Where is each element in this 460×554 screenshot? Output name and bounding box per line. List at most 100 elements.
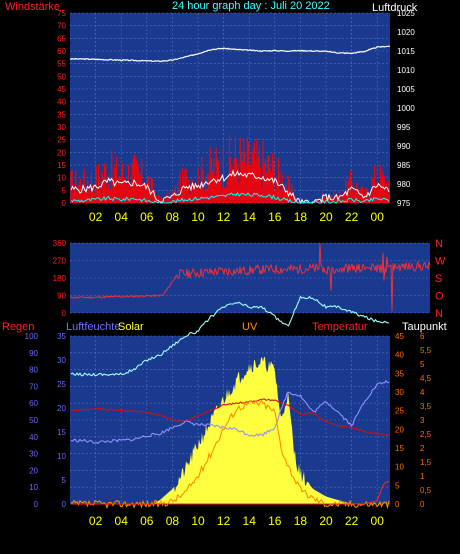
uv-tick-label: 6 [420, 332, 425, 341]
feuchte-tick-label: 25 [57, 380, 66, 389]
pressure-tick-label: 980 [397, 180, 411, 189]
legend-regen: Regen [2, 321, 34, 333]
temperature-line [70, 398, 390, 436]
hour-tick-label: 08 [166, 210, 180, 224]
pressure-line [69, 45, 391, 63]
regen-tick-label: 60 [29, 399, 38, 408]
pressure-tick-label: 995 [397, 123, 411, 132]
regen-tick-label: 80 [29, 366, 38, 375]
compass-tick-label: N [435, 238, 443, 250]
direction-line [69, 243, 431, 312]
wind-tick-label: 15 [57, 161, 66, 170]
wind-tick-label: 60 [57, 47, 66, 56]
hour-tick-label: 10 [191, 210, 205, 224]
chart-title: 24 hour graph day : Juli 20 2022 [172, 0, 330, 12]
uv-tick-label: 1 [420, 472, 425, 481]
pressure-tick-label: 1000 [397, 104, 415, 113]
regen-tick-label: 30 [29, 450, 38, 459]
plot1-area [70, 13, 390, 203]
regen-tick-label: 10 [29, 483, 38, 492]
feuchte-tick-label: 35 [57, 332, 66, 341]
direction-tick-label: 90 [57, 292, 66, 301]
solar-area [70, 356, 390, 504]
wind-tick-label: 35 [57, 110, 66, 119]
pressure-tick-label: 990 [397, 142, 411, 151]
temp-tick-label: 20 [395, 425, 404, 434]
hour-tick-label: 16 [268, 210, 282, 224]
regen-tick-label: 0 [34, 500, 39, 509]
hour-tick-label: 22 [345, 514, 359, 528]
hour-tick-label: 12 [217, 210, 231, 224]
hour-tick-label: 06 [140, 210, 154, 224]
temp-tick-label: 0 [395, 500, 400, 509]
direction-tick-label: 270 [53, 257, 67, 266]
temp-tick-label: 15 [395, 444, 404, 453]
hour-tick-label: 04 [115, 514, 129, 528]
hour-tick-label: 12 [217, 514, 231, 528]
hour-tick-label: 10 [191, 514, 205, 528]
feuchte-tick-label: 5 [62, 476, 67, 485]
temp-tick-label: 30 [395, 388, 404, 397]
temp-tick-label: 5 [395, 481, 400, 490]
uv-tick-label: 3 [420, 416, 425, 425]
wind-tick-label: 20 [57, 148, 66, 157]
legend-temperatur: Temperatur [312, 321, 368, 333]
hour-tick-label: 00 [371, 210, 385, 224]
wind-tick-label: 65 [57, 34, 66, 43]
uv-tick-label: 5,5 [420, 346, 432, 355]
pressure-tick-label: 1015 [397, 47, 415, 56]
hour-tick-label: 20 [319, 514, 333, 528]
hour-tick-label: 14 [243, 514, 257, 528]
hour-tick-label: 02 [89, 514, 103, 528]
regen-tick-label: 100 [25, 332, 39, 341]
compass-tick-label: O [435, 291, 444, 303]
hour-tick-label: 08 [166, 514, 180, 528]
hour-tick-label: 16 [268, 514, 282, 528]
wind-tick-label: 50 [57, 72, 66, 81]
legend-uv: UV [242, 321, 258, 333]
pressure-tick-label: 975 [397, 199, 411, 208]
direction-tick-label: 180 [53, 274, 67, 283]
hour-tick-label: 06 [140, 514, 154, 528]
gust-line [70, 169, 390, 205]
wind-tick-label: 70 [57, 22, 66, 31]
hour-tick-label: 20 [319, 210, 333, 224]
wind-tick-label: 45 [57, 85, 66, 94]
hour-tick-label: 18 [294, 210, 308, 224]
uv-tick-label: 2,5 [420, 430, 432, 439]
avg-wind-line [70, 191, 390, 204]
wind-tick-label: 5 [62, 186, 67, 195]
dewpoint-line [70, 379, 390, 445]
wind-tick-label: 40 [57, 98, 66, 107]
pressure-tick-label: 985 [397, 161, 411, 170]
hour-tick-label: 00 [371, 514, 385, 528]
temp-tick-label: 40 [395, 351, 404, 360]
hour-tick-label: 02 [89, 210, 103, 224]
pressure-tick-label: 1005 [397, 85, 415, 94]
temp-tick-label: 35 [395, 369, 404, 378]
uv-tick-label: 4,5 [420, 374, 432, 383]
wind-tick-label: 10 [57, 174, 66, 183]
compass-tick-label: S [435, 273, 442, 285]
wind-tick-label: 75 [57, 9, 66, 18]
temp-tick-label: 25 [395, 407, 404, 416]
uv-tick-label: 1,5 [420, 458, 432, 467]
feuchte-tick-label: 10 [57, 452, 66, 461]
legend-luftfeuchte: Luftfeuchte [66, 321, 120, 333]
compass-tick-label: N [435, 308, 443, 320]
uv-tick-label: 5 [420, 360, 425, 369]
direction-tick-label: 360 [53, 239, 67, 248]
feuchte-tick-label: 0 [62, 500, 67, 509]
uv-tick-label: 2 [420, 444, 425, 453]
regen-tick-label: 20 [29, 466, 38, 475]
feuchte-tick-label: 30 [57, 356, 66, 365]
regen-tick-label: 70 [29, 382, 38, 391]
feuchte-tick-label: 15 [57, 428, 66, 437]
wind-tick-label: 30 [57, 123, 66, 132]
feuchte-tick-label: 20 [57, 404, 66, 413]
uv-tick-label: 0,5 [420, 486, 432, 495]
hour-tick-label: 14 [243, 210, 257, 224]
hour-tick-label: 04 [115, 210, 129, 224]
wind-tick-label: 25 [57, 136, 66, 145]
